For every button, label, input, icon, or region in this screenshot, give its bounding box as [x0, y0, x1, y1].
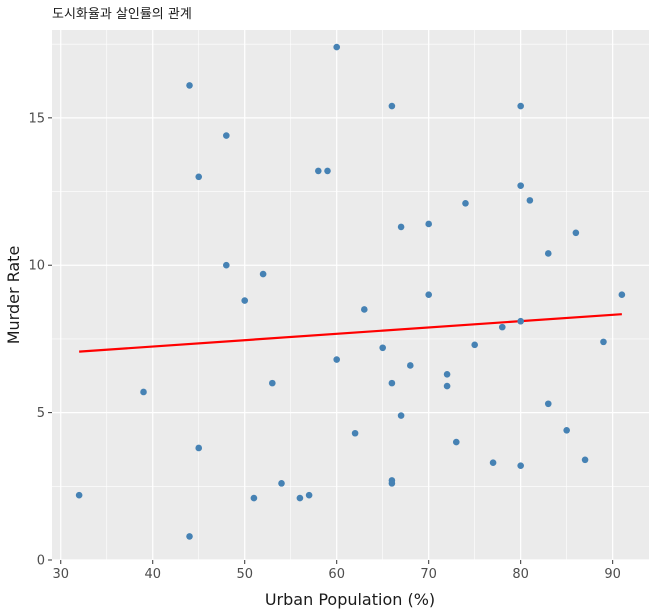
plot-panel	[52, 30, 649, 560]
data-point	[443, 382, 451, 390]
y-tick-label: 5	[37, 406, 45, 421]
major-gridlines	[52, 30, 649, 561]
data-point	[406, 362, 414, 369]
data-point	[296, 494, 304, 502]
data-point	[581, 456, 589, 464]
y-tick-label: 0	[37, 554, 45, 569]
data-point	[360, 306, 368, 313]
data-point	[241, 297, 249, 304]
data-point	[397, 412, 405, 419]
data-point	[324, 167, 331, 175]
x-tick-label: 80	[512, 567, 529, 582]
data-point	[618, 291, 626, 299]
data-point	[526, 197, 534, 204]
x-tick-label: 50	[236, 567, 253, 582]
data-point	[425, 220, 432, 228]
trend-line	[79, 313, 622, 353]
data-point	[563, 427, 570, 434]
y-axis-title: Murder Rate	[4, 246, 23, 345]
data-point	[315, 167, 322, 175]
y-tick-label: 15	[28, 111, 45, 126]
trend-layer	[79, 313, 622, 353]
x-tick-label: 60	[328, 567, 345, 582]
data-point	[186, 82, 193, 89]
data-point	[517, 102, 524, 110]
x-tick-label: 70	[420, 567, 437, 582]
data-point	[140, 388, 147, 396]
data-point	[544, 400, 552, 408]
data-point	[388, 102, 396, 110]
data-point	[186, 533, 193, 540]
points-layer	[75, 43, 626, 540]
data-point	[572, 229, 580, 237]
data-point	[489, 459, 497, 467]
data-point	[544, 250, 552, 257]
data-point	[425, 291, 432, 299]
data-point	[250, 494, 258, 502]
x-tick-label: 90	[604, 567, 621, 582]
data-point	[195, 444, 203, 452]
data-point	[379, 344, 386, 352]
x-axis-title: Urban Population (%)	[265, 590, 435, 609]
data-point	[388, 379, 396, 387]
y-tick-label: 10	[28, 259, 45, 274]
data-point	[333, 43, 341, 51]
data-point	[471, 341, 478, 349]
chart-title: 도시화율과 살인률의 관계	[52, 7, 192, 22]
x-tick-label: 40	[144, 567, 161, 582]
data-point	[259, 270, 267, 278]
data-point	[462, 200, 469, 207]
data-point	[498, 323, 506, 331]
data-point	[517, 317, 524, 325]
data-point	[600, 338, 607, 346]
x-tick-label: 30	[52, 567, 69, 582]
data-point	[452, 438, 460, 446]
data-point	[388, 480, 396, 487]
data-point	[517, 462, 524, 469]
y-axis-ticks: 0 5 10 15	[28, 111, 52, 569]
data-point	[397, 223, 405, 231]
data-point	[195, 173, 203, 181]
data-point	[443, 370, 451, 378]
data-point	[333, 356, 341, 363]
data-point	[278, 480, 285, 487]
data-point	[305, 491, 313, 499]
data-point	[223, 261, 230, 269]
x-axis-ticks: 30 40 50 60 70 80 90	[52, 560, 621, 582]
data-point	[517, 182, 524, 189]
data-point	[75, 491, 83, 499]
data-point	[351, 429, 359, 437]
data-point	[269, 379, 276, 387]
data-point	[223, 132, 230, 139]
